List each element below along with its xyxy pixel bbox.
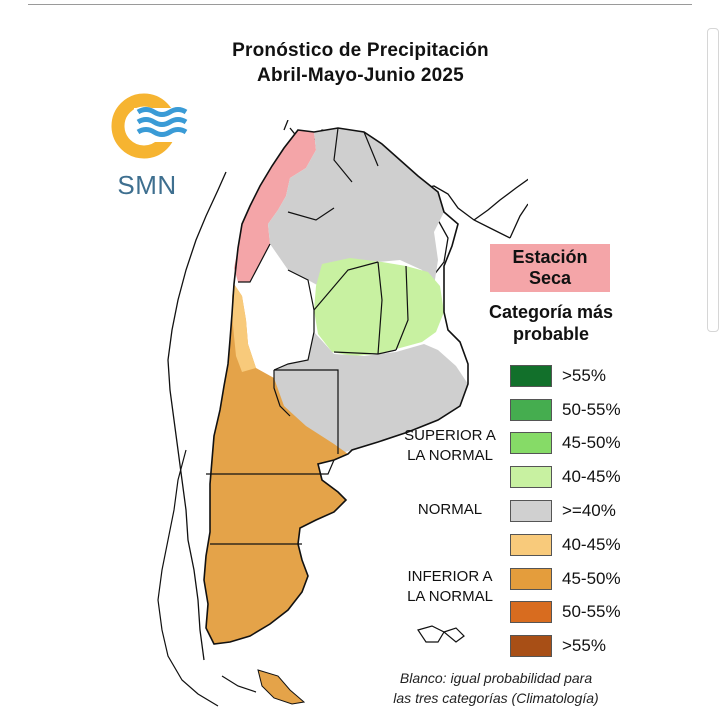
legend-group-superior-line2: LA NORMAL bbox=[407, 447, 493, 464]
legend-group-inferior-line1: INFERIOR A bbox=[407, 568, 493, 585]
climatology-footnote: Blanco: igual probabilidad para las tres… bbox=[372, 668, 620, 708]
map-subtitle-period: Abril-Mayo-Junio 2025 bbox=[257, 65, 464, 86]
argentina-outline bbox=[203, 127, 469, 645]
dry-season-label-box: Estación Seca bbox=[490, 244, 610, 292]
dry-season-label-line2: Seca bbox=[528, 268, 572, 288]
dry-season-label-line1: Estación bbox=[512, 247, 588, 267]
legend-swatch bbox=[510, 534, 552, 556]
legend-label: >=40% bbox=[562, 501, 616, 520]
footnote-line2: las tres categorías (Climatología) bbox=[393, 690, 599, 706]
inferior-region bbox=[204, 284, 348, 644]
smn-logo-icon bbox=[111, 93, 194, 159]
legend-label: 50-55% bbox=[562, 602, 621, 621]
legend-swatch bbox=[510, 432, 552, 454]
legend-swatch bbox=[510, 568, 552, 590]
normal-region-north bbox=[268, 128, 444, 290]
dry-season-region bbox=[234, 130, 316, 282]
climatology-region bbox=[236, 244, 314, 370]
legend-label: 45-50% bbox=[562, 569, 621, 588]
inferior-region-light-edge bbox=[232, 284, 256, 372]
legend-label: >55% bbox=[562, 366, 606, 385]
chile-coastline bbox=[157, 449, 257, 707]
legend-title: Categoría más probable bbox=[478, 301, 624, 345]
legend-group-inferior: INFERIOR A LA NORMAL bbox=[398, 567, 502, 607]
legend-title-line1: Categoría más bbox=[488, 302, 614, 322]
legend-swatch bbox=[510, 399, 552, 421]
legend-label: >55% bbox=[562, 636, 606, 655]
legend-swatch bbox=[510, 635, 552, 657]
legend-swatch bbox=[510, 365, 552, 387]
smn-logo-text: SMN bbox=[117, 170, 177, 200]
legend-group-superior-line1: SUPERIOR A bbox=[404, 427, 496, 444]
normal-region-central bbox=[274, 332, 468, 454]
legend-swatch bbox=[510, 500, 552, 522]
legend-group-inferior-line2: LA NORMAL bbox=[407, 588, 493, 605]
malvinas-islands bbox=[417, 625, 465, 643]
footnote-line1: Blanco: igual probabilidad para bbox=[399, 670, 593, 686]
map-title: Pronóstico de Precipitación bbox=[232, 40, 489, 61]
legend-label: 40-45% bbox=[562, 467, 621, 486]
legend-swatch bbox=[510, 601, 552, 623]
scrollbar-thumb[interactable] bbox=[707, 28, 719, 332]
argentina-precipitation-map bbox=[157, 120, 528, 707]
province-borders bbox=[206, 127, 409, 545]
window-top-edge bbox=[28, 0, 692, 5]
tierra-del-fuego bbox=[257, 669, 306, 705]
legend-label: 50-55% bbox=[562, 400, 621, 419]
legend-group-superior: SUPERIOR A LA NORMAL bbox=[398, 426, 502, 466]
legend-swatch bbox=[510, 466, 552, 488]
legend-label: 40-45% bbox=[562, 535, 621, 554]
legend-label: 45-50% bbox=[562, 433, 621, 452]
legend-title-line2: probable bbox=[512, 324, 589, 344]
superior-region bbox=[314, 258, 444, 356]
legend-group-normal: NORMAL bbox=[417, 501, 483, 518]
